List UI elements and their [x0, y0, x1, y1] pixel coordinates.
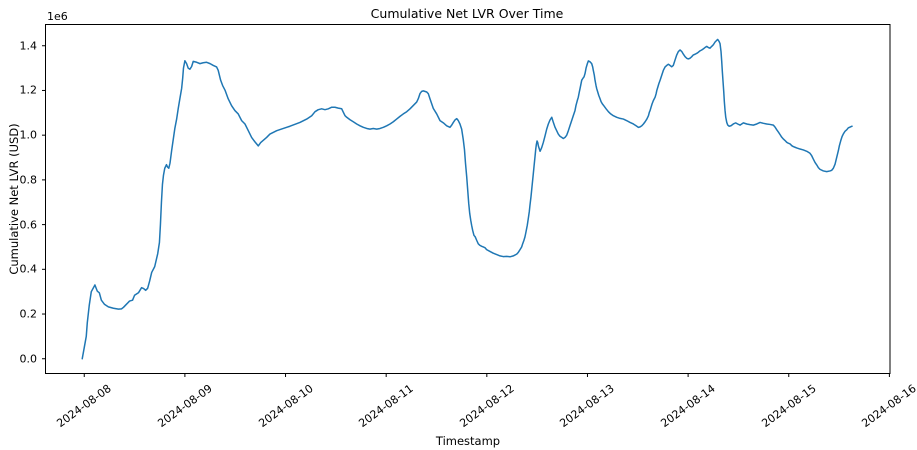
x-axis-label: Timestamp: [435, 434, 501, 448]
y-tick-label: 0.4: [19, 262, 38, 276]
y-tick-label: 0.6: [19, 218, 38, 232]
axes-spines: [45, 24, 891, 374]
y-tick-label: 1.2: [19, 83, 38, 97]
y-tick-label: 0.0: [19, 352, 38, 366]
y-tick-label: 0.8: [19, 173, 38, 187]
y-tick-label: 1.0: [19, 128, 38, 142]
net-lvr-line: [81, 38, 853, 360]
y-axis-offset-label: 1e6: [47, 10, 68, 23]
chart-title: Cumulative Net LVR Over Time: [370, 6, 564, 21]
y-tick-label: 1.4: [19, 39, 38, 53]
y-tick-label: 0.2: [19, 307, 38, 321]
